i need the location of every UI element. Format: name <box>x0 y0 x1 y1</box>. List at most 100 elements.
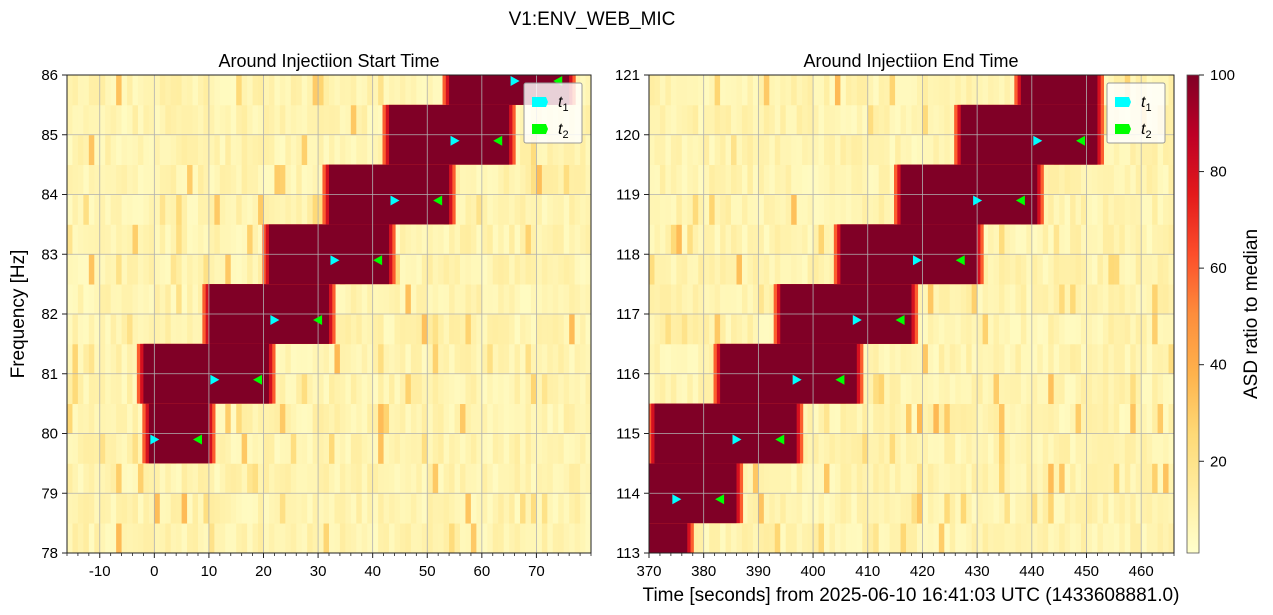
heatmap-cell <box>350 463 357 494</box>
heatmap-cell <box>1020 343 1027 375</box>
heatmap-cell <box>263 523 270 553</box>
heatmap-cell <box>176 224 183 255</box>
heatmap-cell <box>774 164 781 195</box>
heatmap-cell <box>230 403 237 434</box>
heatmap-cell <box>889 463 896 494</box>
heatmap-cell <box>530 134 537 166</box>
heatmap-cell <box>1042 433 1049 464</box>
heatmap-cell <box>247 104 253 136</box>
heatmap-cell <box>1135 134 1142 166</box>
heatmap-cell <box>763 463 770 494</box>
heatmap-cell <box>824 433 830 464</box>
heatmap-cell <box>1135 433 1142 464</box>
heatmap-cell <box>802 403 808 434</box>
heatmap-cell <box>279 403 286 434</box>
heatmap-cell <box>752 523 759 553</box>
heatmap-cell <box>72 523 79 553</box>
heatmap-cell <box>1053 373 1060 405</box>
heatmap-cell <box>1042 314 1049 345</box>
heatmap-cell <box>460 164 466 195</box>
heatmap-cell <box>999 433 1005 464</box>
heatmap-cell <box>676 373 683 405</box>
heatmap-cell <box>165 75 172 106</box>
heatmap-cell <box>312 433 319 464</box>
heatmap-cell <box>709 164 716 195</box>
heatmap-cell <box>1124 493 1131 524</box>
heatmap-cell <box>1141 254 1148 285</box>
heatmap-cell <box>1130 433 1137 464</box>
heatmap-cell <box>714 314 721 345</box>
heatmap-cell <box>1157 343 1164 375</box>
heatmap-cell <box>665 224 672 255</box>
heatmap-cell <box>1048 343 1055 375</box>
heatmap-cell <box>933 134 940 166</box>
heatmap-cell <box>389 463 395 494</box>
heatmap-cell <box>840 164 847 195</box>
heatmap-cell <box>170 134 177 166</box>
heatmap-cell <box>829 194 836 225</box>
heatmap-cell <box>769 164 776 195</box>
heatmap-cell <box>154 224 161 255</box>
heatmap-cell <box>296 373 303 405</box>
heatmap-cell <box>752 493 759 524</box>
heatmap-cell <box>334 403 341 434</box>
heatmap-cell <box>938 463 945 494</box>
heatmap-cell <box>361 104 368 136</box>
heatmap-cell <box>1020 373 1027 405</box>
heatmap-cell <box>944 343 951 375</box>
heatmap-cell <box>1135 403 1142 434</box>
heatmap-cell <box>971 75 978 106</box>
heatmap-cell <box>487 523 494 553</box>
heatmap-cell <box>938 75 945 106</box>
heatmap-cell <box>873 194 880 225</box>
heatmap-cell <box>176 314 183 345</box>
y-tick-label: 83 <box>41 246 58 263</box>
heatmap-cell <box>77 75 84 106</box>
heatmap-cell <box>427 224 434 255</box>
heatmap-cell <box>143 254 150 285</box>
heatmap-cell <box>1026 433 1033 464</box>
heatmap-cell <box>933 493 940 524</box>
heatmap-cell <box>1059 463 1066 494</box>
heatmap-cell <box>563 224 570 255</box>
heatmap-cell <box>1130 134 1137 166</box>
heatmap-cell <box>574 493 581 524</box>
heatmap-cell <box>121 75 128 106</box>
heatmap-cell <box>159 314 166 345</box>
heatmap-cell <box>378 463 384 494</box>
heatmap-cell <box>279 104 286 136</box>
heatmap-cell <box>181 463 188 494</box>
heatmap-cell <box>1119 314 1126 345</box>
heatmap-cell <box>137 134 144 166</box>
heatmap-cell <box>476 433 483 464</box>
heatmap-cell <box>110 493 117 524</box>
heatmap-cell <box>873 134 880 166</box>
heatmap-cell <box>763 224 770 255</box>
heatmap-cell <box>67 433 73 464</box>
y-tick-label: 81 <box>41 366 58 383</box>
heatmap-cell <box>829 403 836 434</box>
heatmap-cell <box>758 194 765 225</box>
heatmap-cell <box>1102 134 1109 166</box>
heatmap-cell <box>148 104 155 136</box>
heatmap-cell <box>670 343 677 375</box>
heatmap-cell <box>999 523 1005 553</box>
heatmap-cell <box>143 284 150 315</box>
heatmap-cell <box>703 224 710 255</box>
heatmap-cell <box>361 493 368 524</box>
heatmap-cell <box>329 134 335 166</box>
heatmap-cell <box>530 194 537 225</box>
heatmap-cell <box>296 433 303 464</box>
heatmap-cell <box>279 134 286 166</box>
heatmap-cell <box>569 314 576 345</box>
heatmap-cell <box>676 224 683 255</box>
heatmap-cell <box>1075 194 1082 225</box>
heatmap-cell <box>1108 164 1115 195</box>
heatmap-cell <box>378 75 384 106</box>
heatmap-cell <box>681 373 688 405</box>
heatmap-cell <box>421 343 428 375</box>
heatmap-cell <box>665 284 672 315</box>
heatmap-cell <box>927 373 934 405</box>
heatmap-cell <box>580 463 586 494</box>
heatmap-cell <box>219 75 226 106</box>
